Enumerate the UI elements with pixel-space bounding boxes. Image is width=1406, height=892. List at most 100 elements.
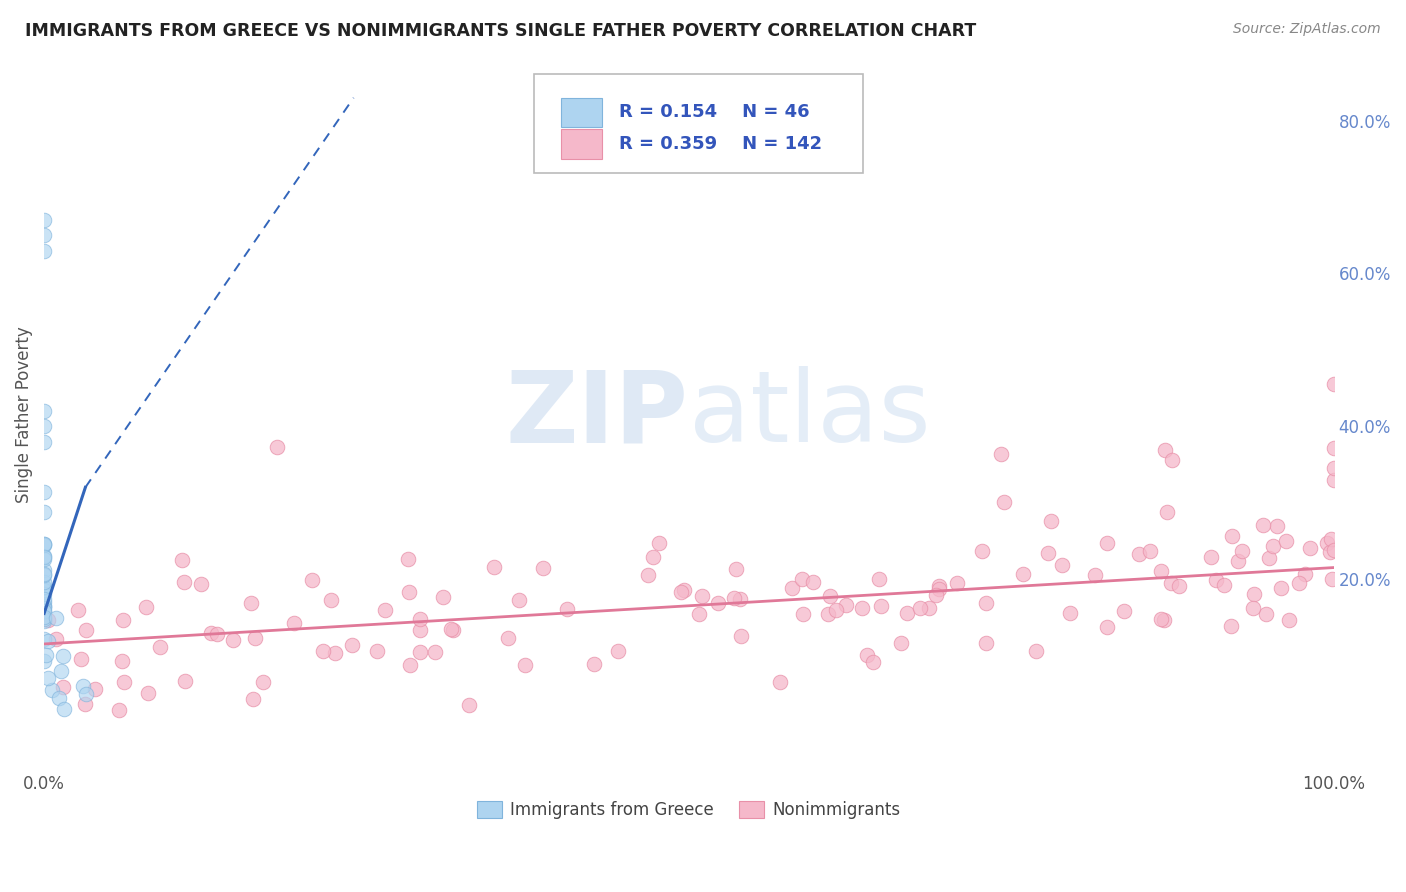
Point xyxy=(32,538,55,552)
Point xyxy=(107,703,129,717)
Point xyxy=(458,698,481,712)
Point xyxy=(1323,542,1346,557)
Point xyxy=(32,587,55,601)
Point xyxy=(37,671,59,685)
Point xyxy=(482,560,505,574)
Point xyxy=(111,654,134,668)
Point xyxy=(818,589,841,603)
Point xyxy=(1040,514,1063,528)
Point xyxy=(1038,546,1060,560)
Point xyxy=(835,598,858,612)
Point xyxy=(1128,547,1150,561)
Point xyxy=(974,596,997,610)
Point xyxy=(583,657,606,671)
Point xyxy=(1150,564,1173,578)
Point xyxy=(70,652,93,666)
Point xyxy=(323,646,346,660)
Point xyxy=(1294,566,1316,581)
Point xyxy=(200,625,222,640)
Point xyxy=(1205,573,1227,587)
Point xyxy=(918,600,941,615)
Point xyxy=(673,582,696,597)
Point xyxy=(32,632,55,646)
Point xyxy=(1265,518,1288,533)
Point xyxy=(1199,549,1222,564)
Point xyxy=(817,607,839,622)
Point xyxy=(32,244,55,258)
Point xyxy=(45,632,67,646)
Point xyxy=(1154,442,1177,457)
Point xyxy=(869,572,891,586)
Point xyxy=(408,623,430,637)
Point xyxy=(1243,587,1265,601)
Point xyxy=(1323,377,1346,392)
Point xyxy=(1050,558,1073,572)
Point xyxy=(170,553,193,567)
Point xyxy=(1256,607,1278,621)
Y-axis label: Single Father Poverty: Single Father Poverty xyxy=(15,326,32,503)
Point xyxy=(409,612,432,626)
Point xyxy=(1114,604,1136,618)
Text: atlas: atlas xyxy=(689,367,931,463)
Point xyxy=(1059,606,1081,620)
Point xyxy=(75,623,97,637)
Point xyxy=(928,582,950,596)
Point xyxy=(801,574,824,589)
Point xyxy=(32,580,55,594)
Point xyxy=(135,599,157,614)
Point xyxy=(1160,576,1182,591)
Point xyxy=(1263,539,1285,553)
Point xyxy=(1161,452,1184,467)
Point xyxy=(136,686,159,700)
Point xyxy=(1258,551,1281,566)
Point xyxy=(321,593,343,607)
Point xyxy=(1323,441,1346,455)
Point xyxy=(432,590,454,604)
Point xyxy=(790,573,813,587)
Point xyxy=(301,573,323,587)
Point xyxy=(32,484,55,499)
Point xyxy=(707,596,730,610)
Point xyxy=(53,702,76,716)
Text: R = 0.359    N = 142: R = 0.359 N = 142 xyxy=(619,135,823,153)
Point xyxy=(1270,581,1292,595)
Point xyxy=(890,636,912,650)
Point xyxy=(32,583,55,598)
Point xyxy=(513,658,536,673)
Point xyxy=(1316,536,1339,550)
Point xyxy=(32,537,55,551)
Point xyxy=(1323,461,1346,475)
Point xyxy=(439,622,461,636)
Point xyxy=(32,612,55,626)
Point xyxy=(32,537,55,551)
Point xyxy=(83,682,105,697)
Point xyxy=(1278,614,1301,628)
Point xyxy=(1153,613,1175,627)
Point xyxy=(869,599,891,614)
FancyBboxPatch shape xyxy=(561,97,603,128)
Point xyxy=(896,606,918,620)
Point xyxy=(32,601,55,615)
Point xyxy=(1011,566,1033,581)
Point xyxy=(32,654,55,668)
Point xyxy=(32,592,55,607)
Point xyxy=(690,590,713,604)
Point xyxy=(283,615,305,630)
Point xyxy=(32,574,55,589)
Text: IMMIGRANTS FROM GREECE VS NONIMMIGRANTS SINGLE FATHER POVERTY CORRELATION CHART: IMMIGRANTS FROM GREECE VS NONIMMIGRANTS … xyxy=(25,22,977,40)
Point xyxy=(37,633,59,648)
Point xyxy=(441,624,464,638)
Point xyxy=(1139,544,1161,558)
Point xyxy=(531,561,554,575)
Point xyxy=(1156,505,1178,519)
Point xyxy=(111,614,134,628)
Point xyxy=(928,579,950,593)
Point xyxy=(32,549,55,564)
Point xyxy=(1220,529,1243,543)
Point xyxy=(32,599,55,613)
Point xyxy=(75,687,97,701)
Point xyxy=(1320,532,1343,546)
Point xyxy=(1288,575,1310,590)
Point xyxy=(32,549,55,564)
Point xyxy=(1213,578,1236,592)
